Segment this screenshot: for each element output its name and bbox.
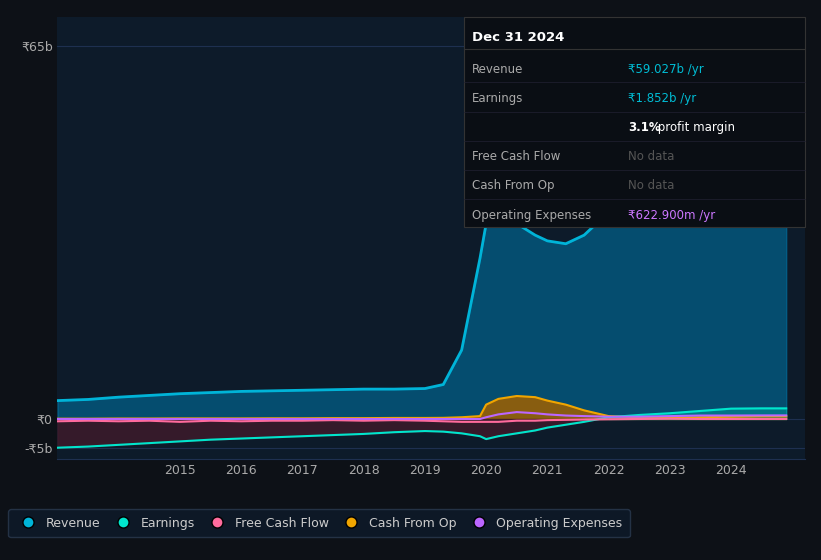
Text: 3.1%: 3.1% xyxy=(628,121,661,134)
Text: ₹59.027b /yr: ₹59.027b /yr xyxy=(628,63,704,76)
Text: Cash From Op: Cash From Op xyxy=(472,179,554,193)
Legend: Revenue, Earnings, Free Cash Flow, Cash From Op, Operating Expenses: Revenue, Earnings, Free Cash Flow, Cash … xyxy=(8,509,630,537)
Text: Operating Expenses: Operating Expenses xyxy=(472,209,591,222)
Text: Dec 31 2024: Dec 31 2024 xyxy=(472,31,565,44)
Text: ₹622.900m /yr: ₹622.900m /yr xyxy=(628,209,715,222)
Text: Revenue: Revenue xyxy=(472,63,524,76)
Text: No data: No data xyxy=(628,150,674,164)
Text: profit margin: profit margin xyxy=(654,121,736,134)
Text: Free Cash Flow: Free Cash Flow xyxy=(472,150,561,164)
Text: Earnings: Earnings xyxy=(472,92,524,105)
Text: No data: No data xyxy=(628,179,674,193)
Text: ₹1.852b /yr: ₹1.852b /yr xyxy=(628,92,696,105)
